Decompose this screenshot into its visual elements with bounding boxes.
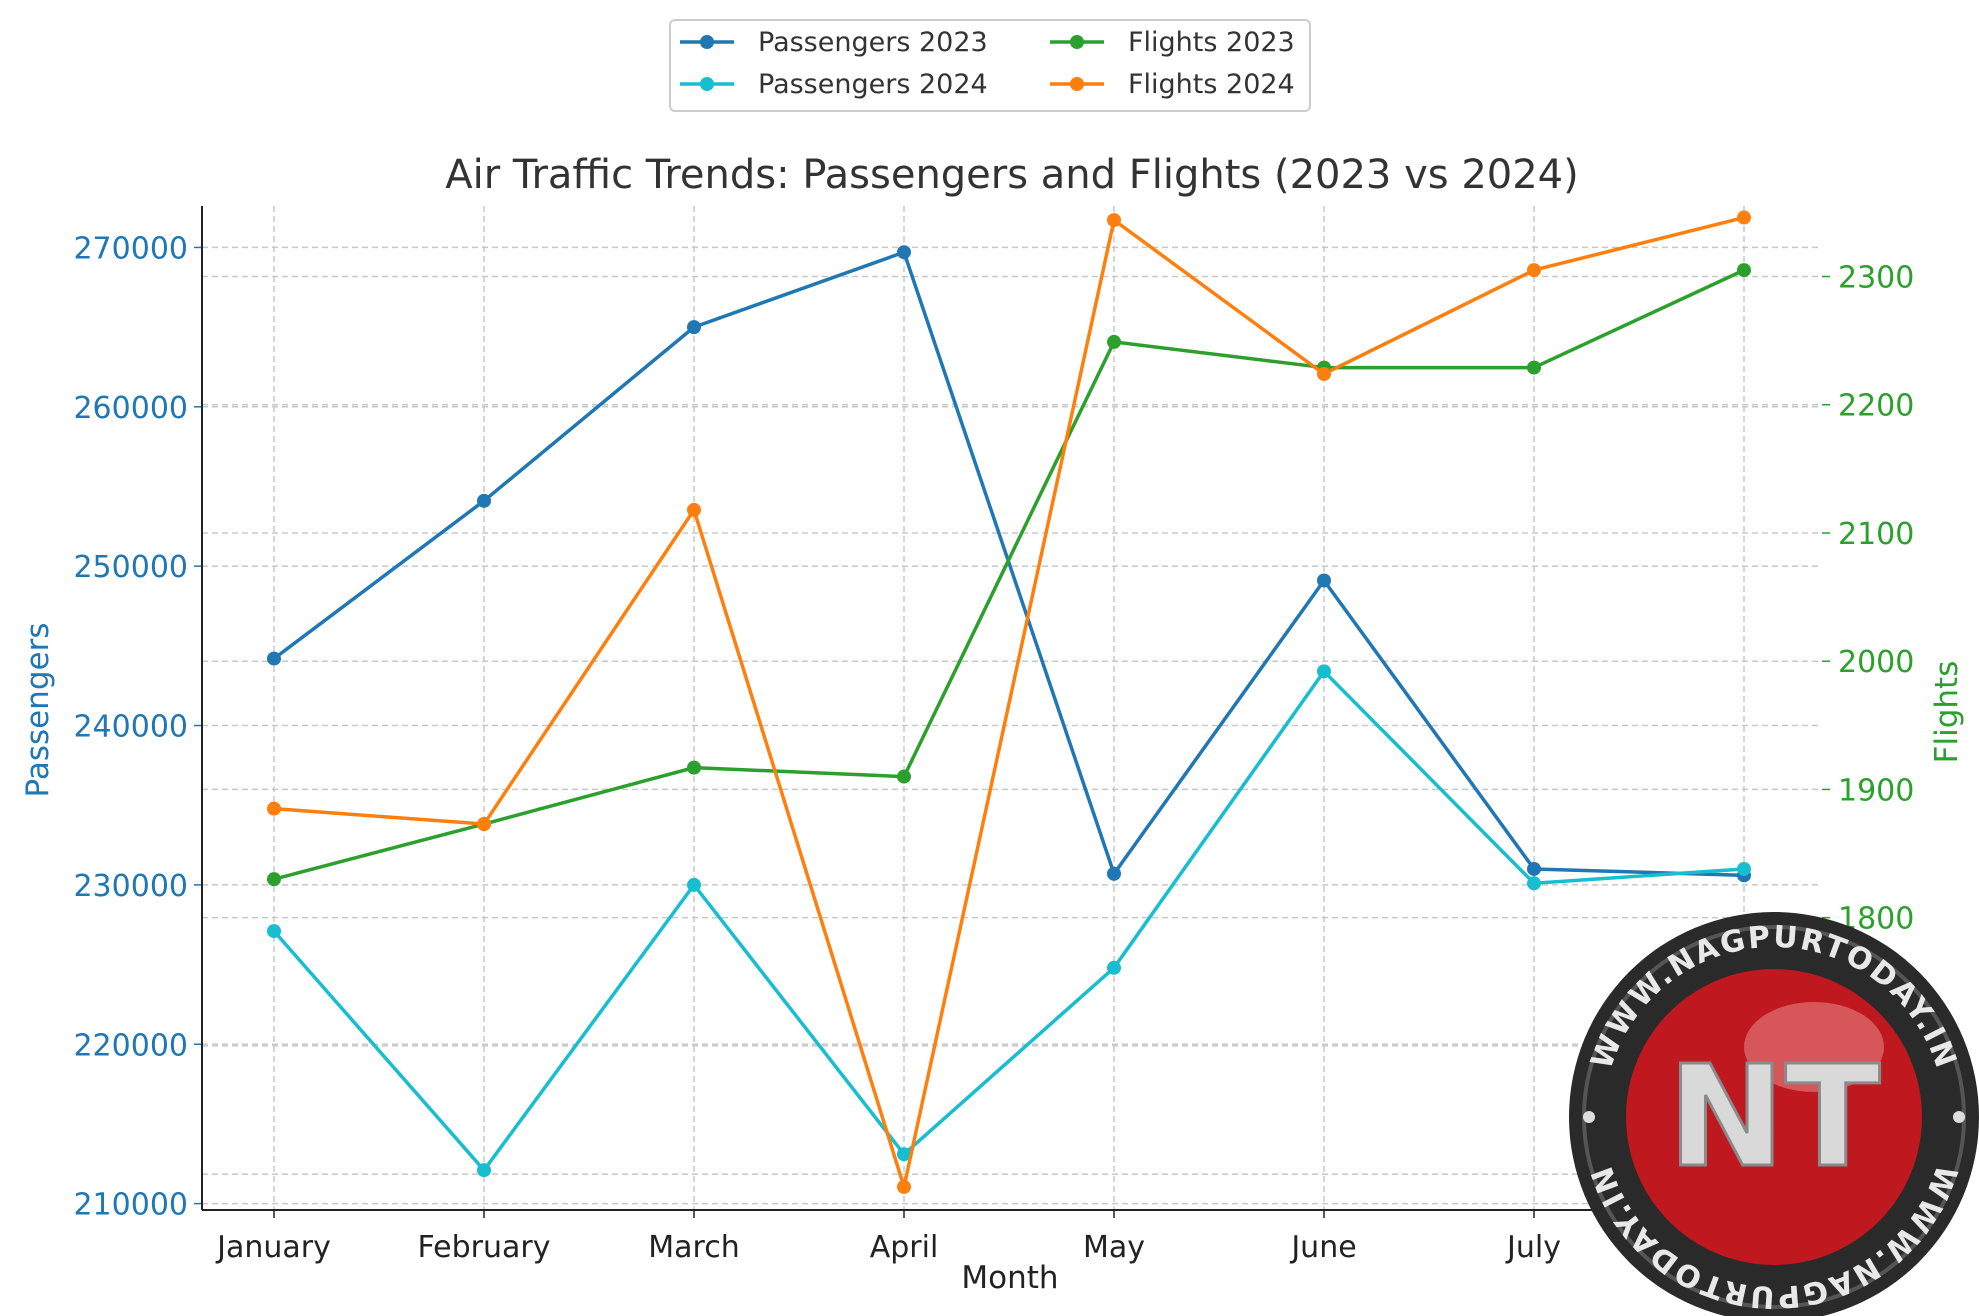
x-tick-label: January (215, 1230, 331, 1265)
data-point-flights-2024 (687, 502, 701, 517)
watermark-dot-left (1583, 1111, 1595, 1123)
y-right-tick-label: 2100 (1838, 517, 1914, 552)
x-tick-label: June (1289, 1230, 1356, 1265)
y-right-tick-label: 2300 (1838, 261, 1914, 296)
data-point-passengers-2024 (1317, 664, 1331, 679)
legend: Passengers 2023 Passengers 2024 Flights 20… (669, 19, 1311, 112)
legend-label: Flights 2024 (1128, 69, 1295, 100)
y-left-tick-label: 240000 (73, 710, 188, 745)
x-axis-label: Month (961, 1260, 1058, 1296)
y-right-tick-label: 1900 (1838, 773, 1914, 808)
legend-label: Passengers 2024 (758, 69, 988, 100)
data-point-flights-2023 (1527, 360, 1541, 375)
data-point-passengers-2024 (267, 924, 281, 939)
y-axis-label-right: Flights (1929, 661, 1965, 764)
x-tick-label: July (1505, 1230, 1561, 1265)
chart-title: Air Traffic Trends: Passengers and Fligh… (445, 152, 1578, 198)
x-tick-label: April (870, 1230, 939, 1265)
watermark-dot-right (1953, 1111, 1965, 1123)
data-point-flights-2024 (1317, 366, 1331, 381)
axes (194, 206, 1830, 1218)
legend-frame (669, 19, 1311, 112)
data-point-passengers-2023 (1107, 866, 1121, 881)
data-point-passengers-2023 (267, 651, 281, 666)
legend-marker (700, 77, 714, 91)
data-point-flights-2024 (1527, 263, 1541, 278)
data-point-flights-2023 (687, 760, 701, 775)
data-point-passengers-2024 (687, 877, 701, 892)
data-point-flights-2024 (897, 1179, 911, 1194)
y-axis-label-left: Passengers (20, 623, 56, 798)
data-point-flights-2024 (1107, 213, 1121, 228)
x-tick-label: February (418, 1230, 551, 1265)
y-left-tick-label: 270000 (73, 231, 188, 266)
legend-marker (1070, 77, 1084, 91)
y-left-tick-label: 230000 (73, 869, 188, 904)
legend-label: Passengers 2023 (758, 27, 988, 58)
data-point-passengers-2024 (1107, 960, 1121, 975)
data-point-passengers-2024 (1737, 861, 1751, 876)
grid-lines (202, 206, 1822, 1210)
data-point-passengers-2023 (687, 320, 701, 335)
y-right-tick-label: 2200 (1838, 389, 1914, 424)
data-point-passengers-2024 (897, 1147, 911, 1162)
data-point-flights-2023 (1107, 334, 1121, 349)
watermark-glare (1744, 1002, 1884, 1092)
data-point-flights-2024 (1737, 210, 1751, 225)
y-right-tick-label: 2000 (1838, 645, 1914, 680)
data-point-passengers-2023 (897, 245, 911, 260)
y-left-tick-label: 210000 (73, 1188, 188, 1223)
data-point-passengers-2023 (1317, 573, 1331, 588)
legend-label: Flights 2023 (1128, 27, 1295, 58)
x-tick-label: May (1083, 1230, 1145, 1265)
data-point-flights-2023 (897, 769, 911, 784)
data-point-passengers-2024 (477, 1163, 491, 1178)
x-tick-label: March (648, 1230, 739, 1265)
y-left-tick-label: 250000 (73, 550, 188, 585)
data-point-flights-2024 (267, 801, 281, 816)
data-point-flights-2023 (1737, 263, 1751, 278)
data-point-passengers-2023 (1527, 861, 1541, 876)
data-point-passengers-2023 (477, 493, 491, 508)
series-line-passengers-2024 (272, 669, 1745, 1172)
nagpurtoday-watermark: WWW.NAGPURTODAY.IN WWW.NAGPURTODAY.IN NT (1569, 912, 1979, 1316)
data-point-flights-2024 (477, 817, 491, 832)
data-point-flights-2023 (267, 872, 281, 887)
legend-marker (1070, 35, 1084, 49)
series-lines (267, 210, 1751, 1194)
y-left-tick-label: 220000 (73, 1028, 188, 1063)
data-point-passengers-2024 (1527, 876, 1541, 891)
series-line-flights-2023 (273, 268, 1745, 881)
legend-marker (700, 35, 714, 49)
watermark-nt-logo: NT (1668, 1036, 1881, 1199)
y-left-tick-label: 260000 (73, 391, 188, 426)
series-line-flights-2024 (273, 215, 1745, 1189)
